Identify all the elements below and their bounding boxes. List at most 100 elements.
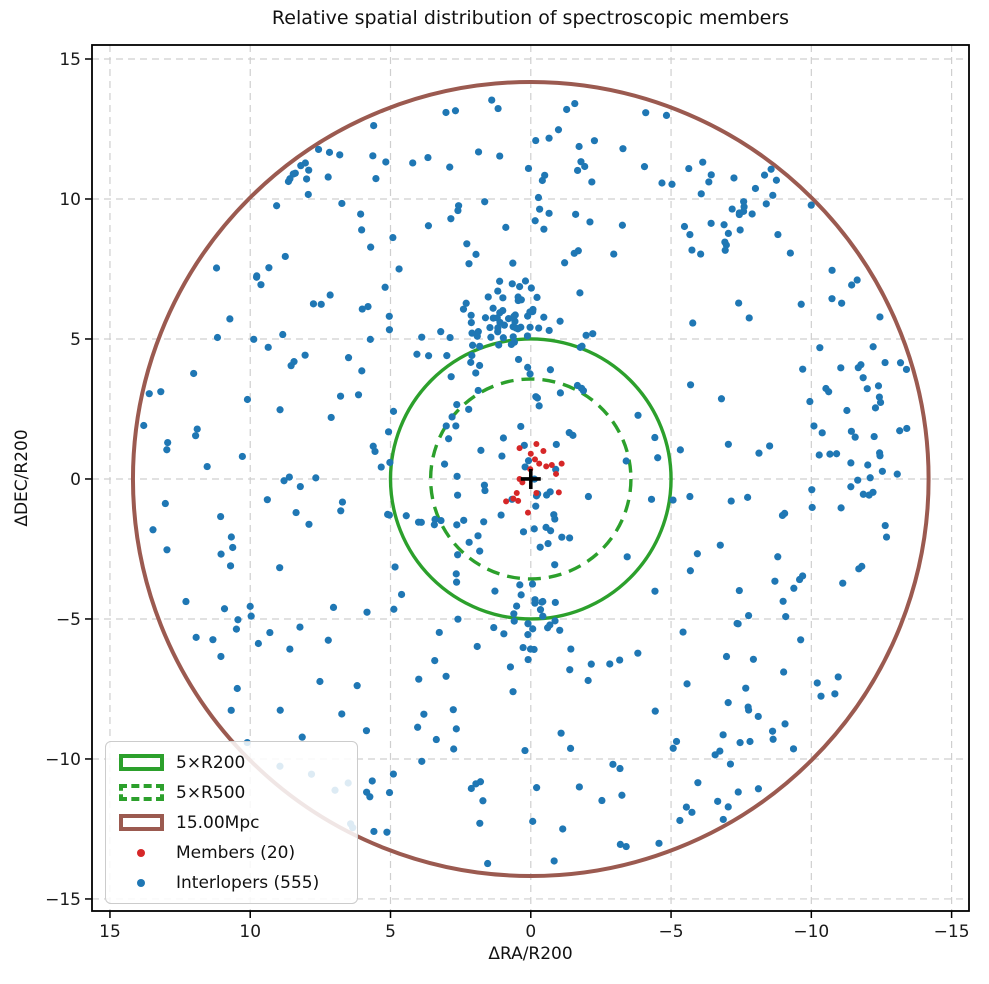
- circle-swatch-icon: [118, 754, 164, 771]
- interloper-point: [467, 318, 475, 327]
- interloper-point: [699, 158, 707, 166]
- interloper-point: [769, 735, 777, 743]
- interloper-point: [689, 319, 697, 327]
- interloper-point: [477, 446, 485, 454]
- interloper-point: [232, 625, 241, 633]
- interloper-point: [790, 584, 798, 592]
- interloper-point: [735, 299, 743, 307]
- member-point: [519, 479, 526, 486]
- interloper-point: [161, 499, 169, 508]
- interloper-point: [305, 520, 313, 528]
- interloper-point: [381, 283, 389, 291]
- interloper-point: [576, 289, 584, 297]
- interloper-point: [606, 660, 614, 668]
- interloper-point: [314, 145, 323, 154]
- interloper-point: [736, 226, 744, 234]
- x-tick-label: −15: [934, 922, 970, 942]
- interloper-point: [324, 636, 332, 644]
- interloper-point: [524, 631, 532, 639]
- legend-item: Members (20): [115, 841, 347, 864]
- interloper-point: [609, 760, 617, 768]
- interloper-point: [859, 490, 867, 498]
- interloper-point: [751, 184, 760, 193]
- member-point: [548, 461, 555, 468]
- interloper-point: [837, 504, 845, 512]
- interloper-point: [217, 550, 225, 558]
- interloper-point: [226, 315, 234, 323]
- interloper-point: [551, 617, 559, 625]
- interloper-point: [619, 145, 627, 153]
- interloper-point: [540, 225, 548, 233]
- member-point: [515, 497, 522, 504]
- interloper-point: [452, 578, 461, 586]
- interloper-point: [622, 457, 630, 465]
- interloper-point: [305, 166, 313, 174]
- interloper-point: [213, 333, 222, 342]
- interloper-point: [276, 706, 284, 714]
- interloper-point: [530, 525, 538, 533]
- interloper-point: [364, 302, 372, 311]
- y-axis-label: ΔDEC/R200: [12, 429, 32, 527]
- interloper-point: [688, 246, 696, 254]
- interloper-point: [460, 516, 468, 524]
- interloper-point: [816, 344, 824, 352]
- interloper-point: [769, 191, 777, 199]
- interloper-point: [874, 382, 883, 390]
- interloper-point: [484, 293, 492, 301]
- interloper-point: [442, 108, 450, 117]
- interloper-point: [640, 163, 649, 171]
- interloper-point: [740, 203, 748, 211]
- chart-title: Relative spatial distribution of spectro…: [271, 7, 790, 29]
- interloper-point: [817, 692, 825, 700]
- interloper-point: [825, 388, 833, 396]
- interloper-point: [682, 803, 690, 811]
- interloper-point: [452, 570, 460, 578]
- interloper-point: [301, 351, 309, 359]
- interloper-point: [534, 193, 543, 202]
- interloper-point: [744, 612, 753, 620]
- interloper-point: [454, 615, 462, 623]
- interloper-point: [354, 391, 363, 399]
- interloper-point: [432, 735, 440, 744]
- interloper-point: [502, 223, 510, 231]
- interloper-point: [512, 324, 520, 332]
- interloper-point: [556, 317, 564, 325]
- y-tick-label: −15: [45, 890, 81, 910]
- interloper-point: [536, 606, 545, 614]
- interloper-point: [463, 240, 471, 248]
- interloper-point: [651, 587, 659, 595]
- interloper-point: [554, 126, 563, 134]
- interloper-point: [697, 250, 705, 258]
- interloper-point: [539, 597, 547, 606]
- interloper-point: [494, 104, 502, 113]
- interloper-point: [495, 341, 503, 349]
- interloper-point: [446, 163, 454, 171]
- interloper-point: [744, 493, 752, 501]
- interloper-point: [616, 656, 624, 664]
- legend-item: 5×R500: [115, 781, 347, 804]
- interloper-point: [834, 673, 842, 681]
- interloper-point: [217, 512, 225, 521]
- interloper-point: [496, 152, 504, 160]
- member-point: [516, 445, 523, 452]
- interloper-point: [837, 364, 845, 372]
- interloper-point: [453, 521, 461, 529]
- interloper-point: [813, 679, 821, 687]
- dot-swatch-icon: [137, 848, 145, 857]
- interloper-point: [467, 784, 475, 793]
- interloper-point: [588, 178, 596, 186]
- interloper-point: [876, 313, 884, 321]
- interloper-point: [424, 222, 433, 230]
- interloper-point: [745, 706, 753, 714]
- interloper-point: [442, 672, 450, 680]
- y-tick-label: −5: [56, 610, 81, 630]
- interloper-point: [369, 152, 377, 160]
- interloper-point: [878, 467, 886, 475]
- interloper-point: [634, 411, 642, 419]
- interloper-point: [357, 210, 365, 218]
- interloper-point: [726, 760, 735, 768]
- interloper-point: [358, 226, 366, 234]
- interloper-point: [523, 332, 532, 340]
- interloper-point: [474, 328, 482, 336]
- interloper-point: [622, 842, 630, 851]
